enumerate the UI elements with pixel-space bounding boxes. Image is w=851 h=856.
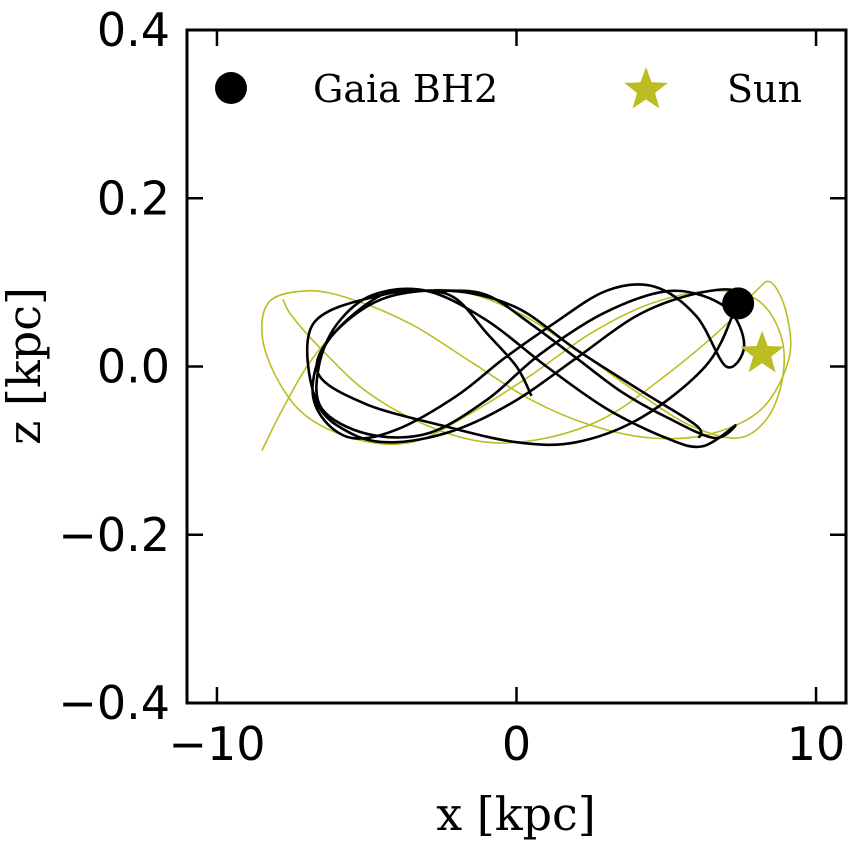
y-tick-label: 0.2 bbox=[97, 171, 170, 225]
legend: Gaia BH2 Sun bbox=[215, 67, 802, 111]
x-tick-label: 10 bbox=[787, 717, 846, 771]
y-tick-label: 0.4 bbox=[97, 3, 170, 57]
gaia-bh2-orbit-line bbox=[305, 283, 746, 449]
x-tick-label: −10 bbox=[168, 717, 265, 771]
current-position-markers bbox=[722, 287, 784, 373]
axis-ticks bbox=[187, 28, 846, 705]
y-tick-label: −0.4 bbox=[58, 676, 170, 730]
legend-marker-gaia-bh2 bbox=[215, 72, 247, 104]
tick-labels: −10 0 10 −0.4 −0.2 0.0 0.2 0.4 bbox=[58, 3, 845, 771]
y-tick-label: −0.2 bbox=[58, 508, 170, 562]
legend-marker-sun bbox=[624, 67, 668, 109]
gaia-bh2-position-marker bbox=[722, 287, 755, 320]
orbit-lines bbox=[261, 280, 792, 451]
y-tick-label: 0.0 bbox=[97, 340, 170, 394]
legend-label-sun: Sun bbox=[727, 67, 802, 111]
sun-position-marker bbox=[740, 330, 784, 373]
sun-orbit-line bbox=[261, 280, 792, 451]
y-axis-label: z [kpc] bbox=[0, 287, 51, 445]
x-axis-label: x [kpc] bbox=[436, 787, 596, 841]
x-tick-label: 0 bbox=[502, 717, 531, 771]
legend-label-gaia-bh2: Gaia BH2 bbox=[313, 67, 498, 111]
